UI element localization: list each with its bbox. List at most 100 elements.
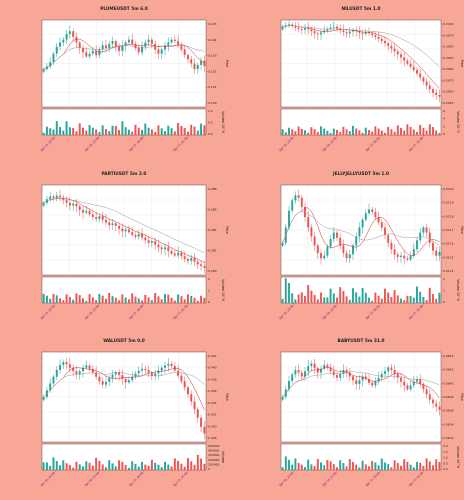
candle-body (294, 370, 297, 375)
candle-body (85, 365, 88, 368)
volume-tick-label: 2 (208, 277, 210, 281)
moving-average-slow (43, 371, 205, 398)
price-tick-label: 0.0642 (443, 368, 454, 372)
date-tick-label: Apr 17, 01:00 (172, 471, 189, 488)
candle-body (104, 381, 107, 385)
volume-bar (177, 460, 180, 470)
candlestick-chart: 0.0644 0.0642 0.0640 0.0638 0.0636 0.0634 0.06… (278, 351, 464, 487)
candle-body (281, 397, 284, 400)
volume-bar (371, 300, 374, 303)
candle-body (384, 40, 386, 44)
volume-bar (124, 297, 127, 303)
candle-body (432, 399, 434, 404)
candle-body (384, 227, 386, 236)
volume-bar (111, 463, 114, 470)
volume-bar (160, 467, 163, 470)
candle-body (108, 222, 111, 226)
candle-body (131, 232, 134, 235)
candle-body (304, 28, 306, 30)
volume-tick-label: 1.0 (443, 456, 448, 460)
candle-body (114, 372, 117, 375)
volume-bar (281, 298, 284, 303)
volume-bar (329, 133, 332, 135)
volume-bar (91, 465, 94, 470)
candle-body (190, 258, 193, 261)
date-tick-label: Apr 16, 23:00 (84, 136, 101, 153)
candle-body (193, 401, 196, 410)
candle-body (313, 31, 316, 34)
volume-bar (183, 466, 186, 470)
candle-body (127, 39, 130, 43)
candle-body (380, 222, 383, 228)
candle-body (137, 234, 140, 237)
volume-bar (438, 292, 441, 303)
candle-body (438, 94, 441, 97)
volume-bar (127, 299, 130, 303)
volume-bar (387, 126, 390, 135)
candle-body (294, 25, 297, 28)
candle-body (377, 217, 380, 223)
price-tick-label: 0.100 (208, 101, 217, 105)
price-tick-label: 0.442 (208, 354, 217, 358)
volume-bar (339, 287, 342, 303)
volume-bar (345, 466, 348, 470)
volume-bar (114, 466, 117, 470)
candle-body (88, 53, 91, 57)
candle-body (157, 244, 160, 248)
chart-title: BABYUSDT 5m 31.0 (337, 339, 385, 344)
volume-bar (329, 288, 332, 303)
volume-bar (316, 299, 319, 303)
price-tick-label: 0.0632 (443, 436, 454, 440)
candle-body (428, 394, 431, 400)
candle-body (412, 381, 415, 386)
candle-body (307, 28, 310, 30)
candle-body (68, 364, 71, 368)
volume-bar (281, 467, 284, 470)
candle-body (121, 228, 124, 232)
volume-bar (164, 293, 166, 303)
candle-body (320, 253, 322, 259)
volume-bar (396, 125, 399, 135)
volume-bar (348, 131, 351, 135)
volume-bar (193, 126, 196, 135)
candle-body (65, 200, 68, 203)
volume-bar (393, 460, 396, 470)
volume-bar (65, 294, 68, 303)
volume-bar (150, 129, 153, 135)
price-tick-label: 0.0116 (443, 242, 454, 246)
volume-tick-label: 1.0 (208, 109, 213, 113)
volume-bar (342, 126, 345, 135)
volume-bar (154, 293, 157, 303)
candle-body (425, 81, 428, 86)
candle-body (131, 376, 134, 381)
volume-bar (55, 460, 58, 470)
volume-bar (400, 127, 402, 135)
y-axis-label: Price (460, 226, 464, 234)
candle-body (361, 376, 364, 381)
volume-bar (384, 288, 386, 303)
volume-bar (101, 125, 104, 135)
volume-tick-label: 1 (443, 289, 445, 293)
volume-bar (72, 299, 75, 303)
candle-body (320, 368, 322, 373)
candle-body (384, 371, 386, 374)
candle-body (422, 77, 425, 82)
volume-bar (348, 299, 351, 303)
chart-title: PLUMEUSDT 5m 6.0 (100, 7, 148, 12)
volume-bar (160, 299, 163, 303)
volume-bar (200, 458, 203, 470)
volume-bar (173, 300, 176, 303)
candle-body (387, 235, 390, 243)
volume-bar (355, 128, 358, 135)
volume-bar (374, 292, 377, 303)
price-tick-label: 0.101 (208, 85, 217, 89)
candle-body (409, 385, 412, 390)
candle-body (78, 371, 81, 374)
candle-body (307, 217, 310, 228)
volume-bar (336, 129, 338, 135)
candle-body (52, 53, 55, 63)
candle-body (134, 234, 137, 237)
candle-body (180, 252, 183, 257)
candle-body (297, 370, 300, 373)
volume-bar (141, 300, 144, 303)
